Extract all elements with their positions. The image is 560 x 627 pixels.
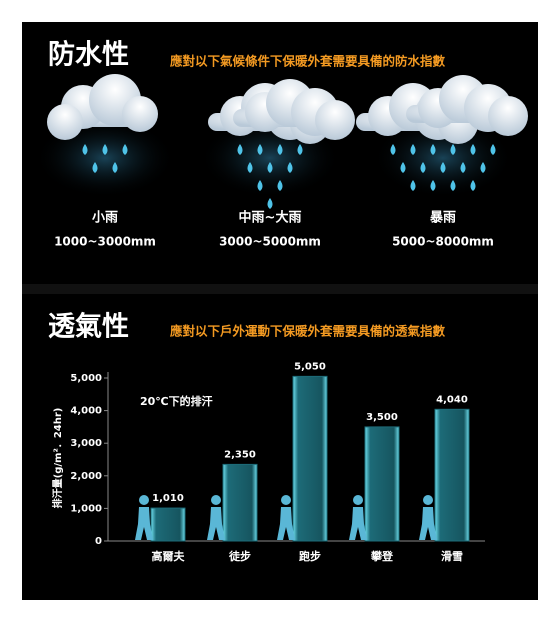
rain-drop [470, 180, 476, 191]
value-label: 5,050 [294, 361, 326, 372]
rain-range: 3000~5000mm [219, 235, 321, 249]
cloud-part [315, 100, 355, 140]
value-label: 1,010 [152, 493, 184, 504]
rain-drop [82, 144, 88, 155]
chart-title: 透氣性 [48, 312, 129, 343]
athlete-icon [419, 495, 437, 540]
cloud [47, 74, 158, 140]
value-label: 2,350 [224, 449, 256, 460]
glow [373, 118, 513, 198]
rain-drop [277, 144, 283, 155]
y-tick-label: 1,000 [70, 503, 102, 514]
rain-range: 1000~3000mm [54, 235, 156, 249]
rain-drop [257, 144, 263, 155]
breathability-section: 透氣性 應對以下戶外運動下保暖外套需要具備的透氣指數 20℃下的排汗 排汗量(g… [48, 312, 446, 541]
divider [22, 284, 538, 294]
rain-drop [122, 144, 128, 155]
x-tick-label: 滑雪 [441, 549, 463, 563]
rain-drop [92, 162, 98, 173]
rain-drop [390, 144, 396, 155]
rain-drop [277, 180, 283, 191]
athlete-icon [135, 495, 153, 540]
rain-drop [430, 144, 436, 155]
subtitle: 應對以下氣候條件下保暖外套需要具備的防水指數 [170, 54, 446, 69]
value-label: 4,040 [436, 394, 468, 405]
rain-drop [440, 162, 446, 173]
x-tick-label: 高爾夫 [152, 549, 186, 563]
title: 防水性 [48, 40, 129, 71]
body [135, 507, 153, 540]
athlete-icon [207, 495, 225, 540]
x-tick-label: 攀登 [370, 549, 394, 563]
head [281, 495, 291, 505]
cloud [208, 79, 355, 144]
body [277, 507, 295, 540]
rain-drop [420, 162, 426, 173]
head [423, 495, 433, 505]
bar [364, 426, 400, 542]
waterproof-section: 防水性 應對以下氣候條件下保暖外套需要具備的防水指數 [48, 40, 446, 71]
rain-drop [237, 144, 243, 155]
rain-drop [247, 162, 253, 173]
value-label: 3,500 [366, 412, 398, 423]
head [353, 495, 363, 505]
y-tick-label: 0 [95, 536, 102, 547]
cloud [356, 75, 528, 144]
bar [150, 507, 186, 542]
y-tick-label: 4,000 [70, 406, 102, 417]
bar [222, 463, 258, 542]
y-tick-label: 2,000 [70, 471, 102, 482]
rain-label: 暴雨 [429, 211, 456, 226]
head [211, 495, 221, 505]
x-tick-label: 徒步 [228, 549, 251, 563]
rain-drop [257, 180, 263, 191]
y-tick-label: 3,000 [70, 438, 102, 449]
rain-drop [430, 180, 436, 191]
y-axis-label: 排汗量(g/m²．24hr) [51, 408, 64, 509]
rain-drop [490, 144, 496, 155]
rain-drop [410, 144, 416, 155]
cloud-part [47, 104, 83, 140]
bar [292, 375, 328, 542]
body [349, 507, 367, 540]
y-tick-label: 5,000 [70, 373, 102, 384]
rain-drop [470, 144, 476, 155]
rain-drop [410, 180, 416, 191]
rain-drop [480, 162, 486, 173]
rain-drop [460, 162, 466, 173]
athlete-icon [277, 495, 295, 540]
rain-drop [400, 162, 406, 173]
rain-drop [287, 162, 293, 173]
bar [434, 408, 470, 542]
cloud-part [488, 96, 528, 136]
athlete-icon [349, 495, 367, 540]
x-tick-label: 跑步 [299, 549, 321, 563]
rain-drop [297, 144, 303, 155]
rain-drop [267, 162, 273, 173]
rain-label: 中雨~大雨 [239, 210, 302, 226]
cloud-part [122, 96, 158, 132]
rain-drop [267, 198, 273, 209]
rain-drop [102, 144, 108, 155]
head [139, 495, 149, 505]
rain-range: 5000~8000mm [392, 235, 494, 249]
rain-drop [450, 144, 456, 155]
rain-label: 小雨 [92, 211, 118, 226]
body [419, 507, 437, 540]
chart-subtitle: 應對以下戶外運動下保暖外套需要具備的透氣指數 [170, 324, 446, 339]
annotation: 20℃下的排汗 [140, 394, 213, 408]
rain-drop [450, 180, 456, 191]
body [207, 507, 225, 540]
rain-drop [112, 162, 118, 173]
